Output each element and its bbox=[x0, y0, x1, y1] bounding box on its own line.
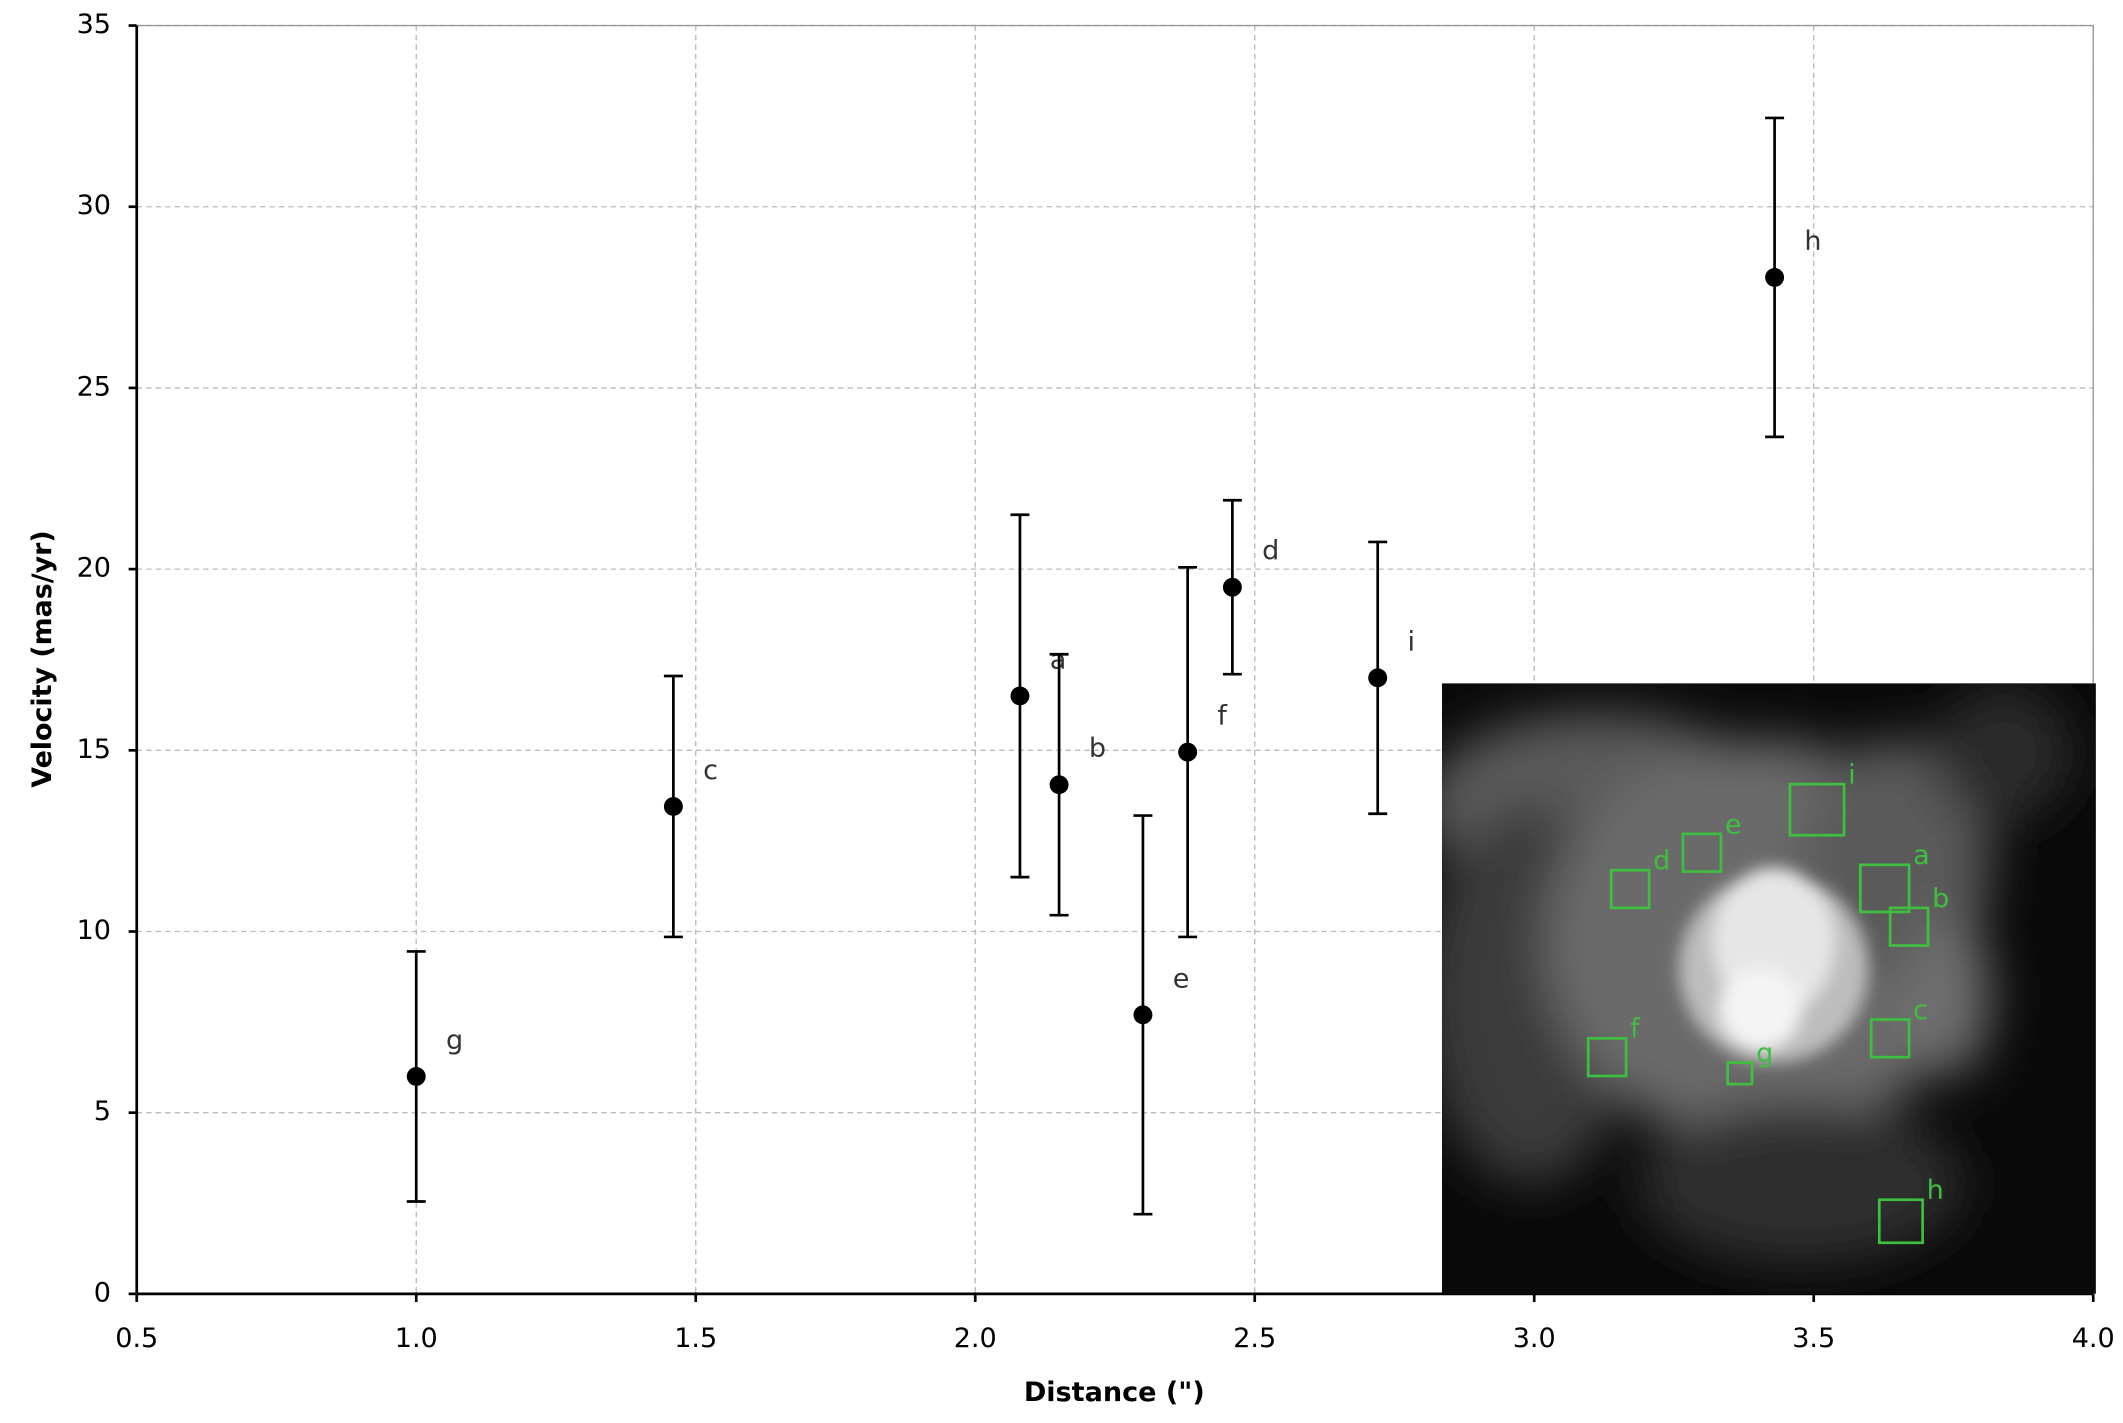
y-tick-label: 25 bbox=[77, 371, 111, 402]
inset-label: c bbox=[1913, 995, 1928, 1026]
y-tick-label: 20 bbox=[77, 553, 111, 584]
inset-label: b bbox=[1932, 883, 1949, 914]
inset-label: a bbox=[1913, 840, 1930, 871]
y-tick-label: 35 bbox=[77, 9, 111, 40]
inset-label: g bbox=[1756, 1038, 1773, 1069]
inset-label: h bbox=[1927, 1175, 1944, 1206]
x-tick-label: 1.5 bbox=[674, 1323, 717, 1354]
inset-image bbox=[1441, 683, 2096, 1294]
y-axis-label: Velocity (mas/yr) bbox=[27, 530, 58, 787]
inset-label: i bbox=[1848, 760, 1856, 791]
data-point bbox=[1222, 577, 1242, 597]
y-tick-label: 0 bbox=[94, 1277, 111, 1308]
point-label: f bbox=[1217, 701, 1228, 732]
point-label: b bbox=[1089, 733, 1106, 764]
y-tick-label: 5 bbox=[94, 1096, 111, 1127]
x-tick-label: 1.0 bbox=[395, 1323, 438, 1354]
inset-box bbox=[1877, 1198, 1924, 1245]
y-tick-label: 15 bbox=[77, 734, 111, 765]
point-label: i bbox=[1407, 626, 1415, 657]
inset-box bbox=[1858, 863, 1911, 914]
x-tick-label: 3.5 bbox=[1792, 1323, 1835, 1354]
point-label: h bbox=[1804, 226, 1821, 257]
data-point bbox=[1133, 1005, 1153, 1025]
data-point bbox=[663, 797, 683, 816]
inset-label: d bbox=[1653, 846, 1670, 877]
y-tick-label: 10 bbox=[77, 915, 111, 946]
point-label: g bbox=[446, 1025, 463, 1056]
inset-box bbox=[1726, 1061, 1754, 1086]
inset-box bbox=[1869, 1018, 1911, 1059]
inset-label: f bbox=[1630, 1014, 1641, 1045]
inset-box bbox=[1586, 1036, 1628, 1078]
data-point bbox=[406, 1067, 426, 1086]
inset-boxes: i ab e d c f g h bbox=[1586, 760, 1949, 1245]
x-axis-label: Distance (") bbox=[1024, 1377, 1205, 1408]
data-point bbox=[1010, 686, 1030, 706]
data-point bbox=[1178, 742, 1198, 762]
inset-box bbox=[1788, 782, 1846, 837]
x-tick-label: 2.5 bbox=[1233, 1323, 1276, 1354]
y-tick-label: 30 bbox=[77, 190, 111, 221]
point-label: e bbox=[1173, 963, 1190, 994]
inset-box bbox=[1888, 906, 1930, 947]
x-tick-label: 2.0 bbox=[954, 1323, 997, 1354]
data: gcabefdih bbox=[406, 116, 1822, 1216]
point-label: c bbox=[703, 755, 718, 786]
inset-box bbox=[1681, 832, 1723, 873]
x-tick-label: 0.5 bbox=[115, 1323, 158, 1354]
x-tick-label: 4.0 bbox=[2072, 1323, 2115, 1354]
data-point bbox=[1368, 668, 1388, 688]
point-label: d bbox=[1262, 536, 1279, 567]
inset-label: e bbox=[1725, 809, 1742, 840]
x-tick-label: 3.0 bbox=[1513, 1323, 1556, 1354]
data-point bbox=[1049, 775, 1069, 795]
nebula-core bbox=[1678, 867, 1869, 1063]
data-point bbox=[1765, 267, 1785, 287]
inset-box bbox=[1609, 868, 1651, 910]
